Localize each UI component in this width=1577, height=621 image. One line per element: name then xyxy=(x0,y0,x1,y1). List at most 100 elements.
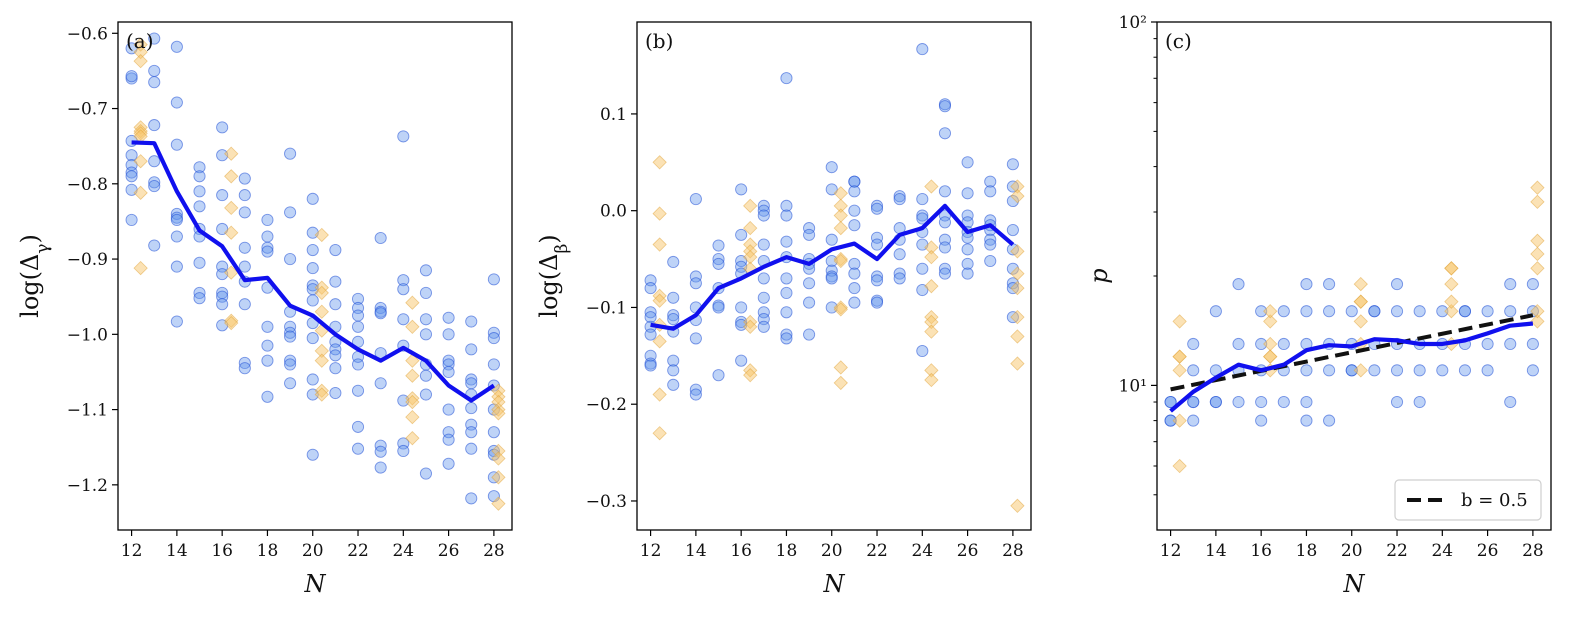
data-point-circle xyxy=(465,426,478,439)
data-point-circle xyxy=(284,206,297,219)
axes-frame xyxy=(636,21,1032,531)
data-point-diamond xyxy=(833,302,848,317)
data-point-circle xyxy=(216,189,229,202)
data-point-circle xyxy=(397,283,410,296)
panel-c: 12 14 16 18 20 22 24 26 28 10¹ 10² Np (c) b = 0.5 xyxy=(1085,13,1552,598)
data-point-circle xyxy=(780,72,793,85)
data-point-circle xyxy=(984,254,997,268)
data-point-circle xyxy=(780,286,793,299)
data-point-circle xyxy=(667,378,680,391)
y-tick-label: −0.7 xyxy=(67,100,108,120)
data-point-diamond xyxy=(224,169,239,184)
data-point-circle xyxy=(374,445,387,458)
data-point-diamond xyxy=(1010,356,1025,371)
data-point-circle xyxy=(1255,395,1268,409)
data-point-diamond xyxy=(491,470,506,485)
data-point-circle xyxy=(644,328,657,341)
data-point-circle xyxy=(757,291,770,304)
plot-area xyxy=(125,32,506,511)
fit-line xyxy=(1170,313,1534,392)
data-point-circle xyxy=(1368,305,1381,318)
x-tick-label: 26 xyxy=(438,541,460,561)
data-point-diamond xyxy=(1263,349,1278,364)
data-point-circle xyxy=(848,296,861,309)
data-point-diamond xyxy=(652,387,667,402)
data-point-circle xyxy=(1006,223,1019,237)
data-point-circle xyxy=(216,121,229,134)
data-point-circle xyxy=(712,301,725,314)
data-point-circle xyxy=(803,277,816,290)
data-point-diamond xyxy=(1010,329,1025,344)
data-point-diamond xyxy=(224,225,239,240)
x-tick-label: 18 xyxy=(1296,541,1318,561)
data-point-diamond xyxy=(924,249,939,265)
data-point-circle xyxy=(825,233,838,246)
data-point-circle xyxy=(487,426,500,439)
data-point-circle xyxy=(1390,305,1404,318)
data-point-circle xyxy=(419,467,433,480)
data-point-circle xyxy=(148,239,161,252)
data-point-circle xyxy=(667,291,680,304)
data-point-circle xyxy=(644,311,657,324)
data-point-diamond xyxy=(133,185,148,201)
data-point-circle xyxy=(803,296,816,309)
plot-area xyxy=(644,43,1025,513)
x-tick-label: 14 xyxy=(685,541,707,561)
data-point-circle xyxy=(442,457,455,470)
mean-line xyxy=(650,203,1015,331)
data-point-circle xyxy=(351,358,365,371)
axes-frame xyxy=(117,21,513,531)
data-point-circle xyxy=(893,190,906,203)
data-point-diamond xyxy=(1444,294,1459,309)
data-point-diamond xyxy=(924,179,939,194)
x-tick-label: 18 xyxy=(257,541,279,561)
y-tick-label: 0.0 xyxy=(600,202,627,222)
data-point-circle xyxy=(1345,305,1358,318)
data-point-circle xyxy=(465,377,478,390)
data-point-diamond xyxy=(833,360,848,375)
data-point-circle xyxy=(261,354,274,367)
data-point-circle xyxy=(261,213,274,226)
data-point-diamond xyxy=(1263,314,1278,329)
data-point-diamond xyxy=(652,206,667,221)
data-point-circle xyxy=(1368,364,1381,377)
data-point-circle xyxy=(284,326,297,339)
data-point-diamond xyxy=(924,324,939,339)
data-point-diamond xyxy=(314,387,329,402)
data-point-circle xyxy=(329,386,342,400)
y-tick-label: 10¹ xyxy=(1119,376,1147,396)
y-tick-label: 0.1 xyxy=(600,105,627,125)
y-tick-label: −0.6 xyxy=(67,24,108,44)
data-point-circle xyxy=(984,185,997,198)
data-point-circle xyxy=(148,32,161,45)
x-tick-label: 24 xyxy=(1431,541,1453,561)
data-point-circle xyxy=(1458,364,1472,377)
data-point-circle xyxy=(261,230,274,243)
data-point-circle xyxy=(848,282,861,295)
data-point-circle xyxy=(1390,395,1404,409)
data-point-circle xyxy=(1323,305,1336,318)
panel-label: (a) xyxy=(126,29,154,53)
data-point-circle xyxy=(329,362,342,375)
data-point-circle xyxy=(125,213,138,226)
data-point-circle xyxy=(1481,305,1494,318)
data-point-circle xyxy=(1300,305,1313,318)
data-point-circle xyxy=(780,272,793,285)
y-tick-label: −0.9 xyxy=(67,250,108,270)
data-point-diamond xyxy=(833,253,848,269)
data-point-circle xyxy=(148,119,161,132)
data-point-circle xyxy=(984,175,997,188)
data-point-circle xyxy=(148,155,161,168)
data-point-diamond xyxy=(314,304,329,319)
data-point-circle xyxy=(442,328,455,341)
data-point-circle xyxy=(1481,364,1494,377)
panel-label: (c) xyxy=(1165,29,1192,53)
data-point-diamond xyxy=(1172,314,1187,329)
data-point-circle xyxy=(689,277,702,290)
data-point-circle xyxy=(261,320,274,333)
data-point-circle xyxy=(938,209,952,222)
data-point-circle xyxy=(893,267,906,280)
y-tick-label: −0.1 xyxy=(586,298,627,318)
data-point-diamond xyxy=(224,265,239,280)
data-point-circle xyxy=(1187,337,1200,351)
